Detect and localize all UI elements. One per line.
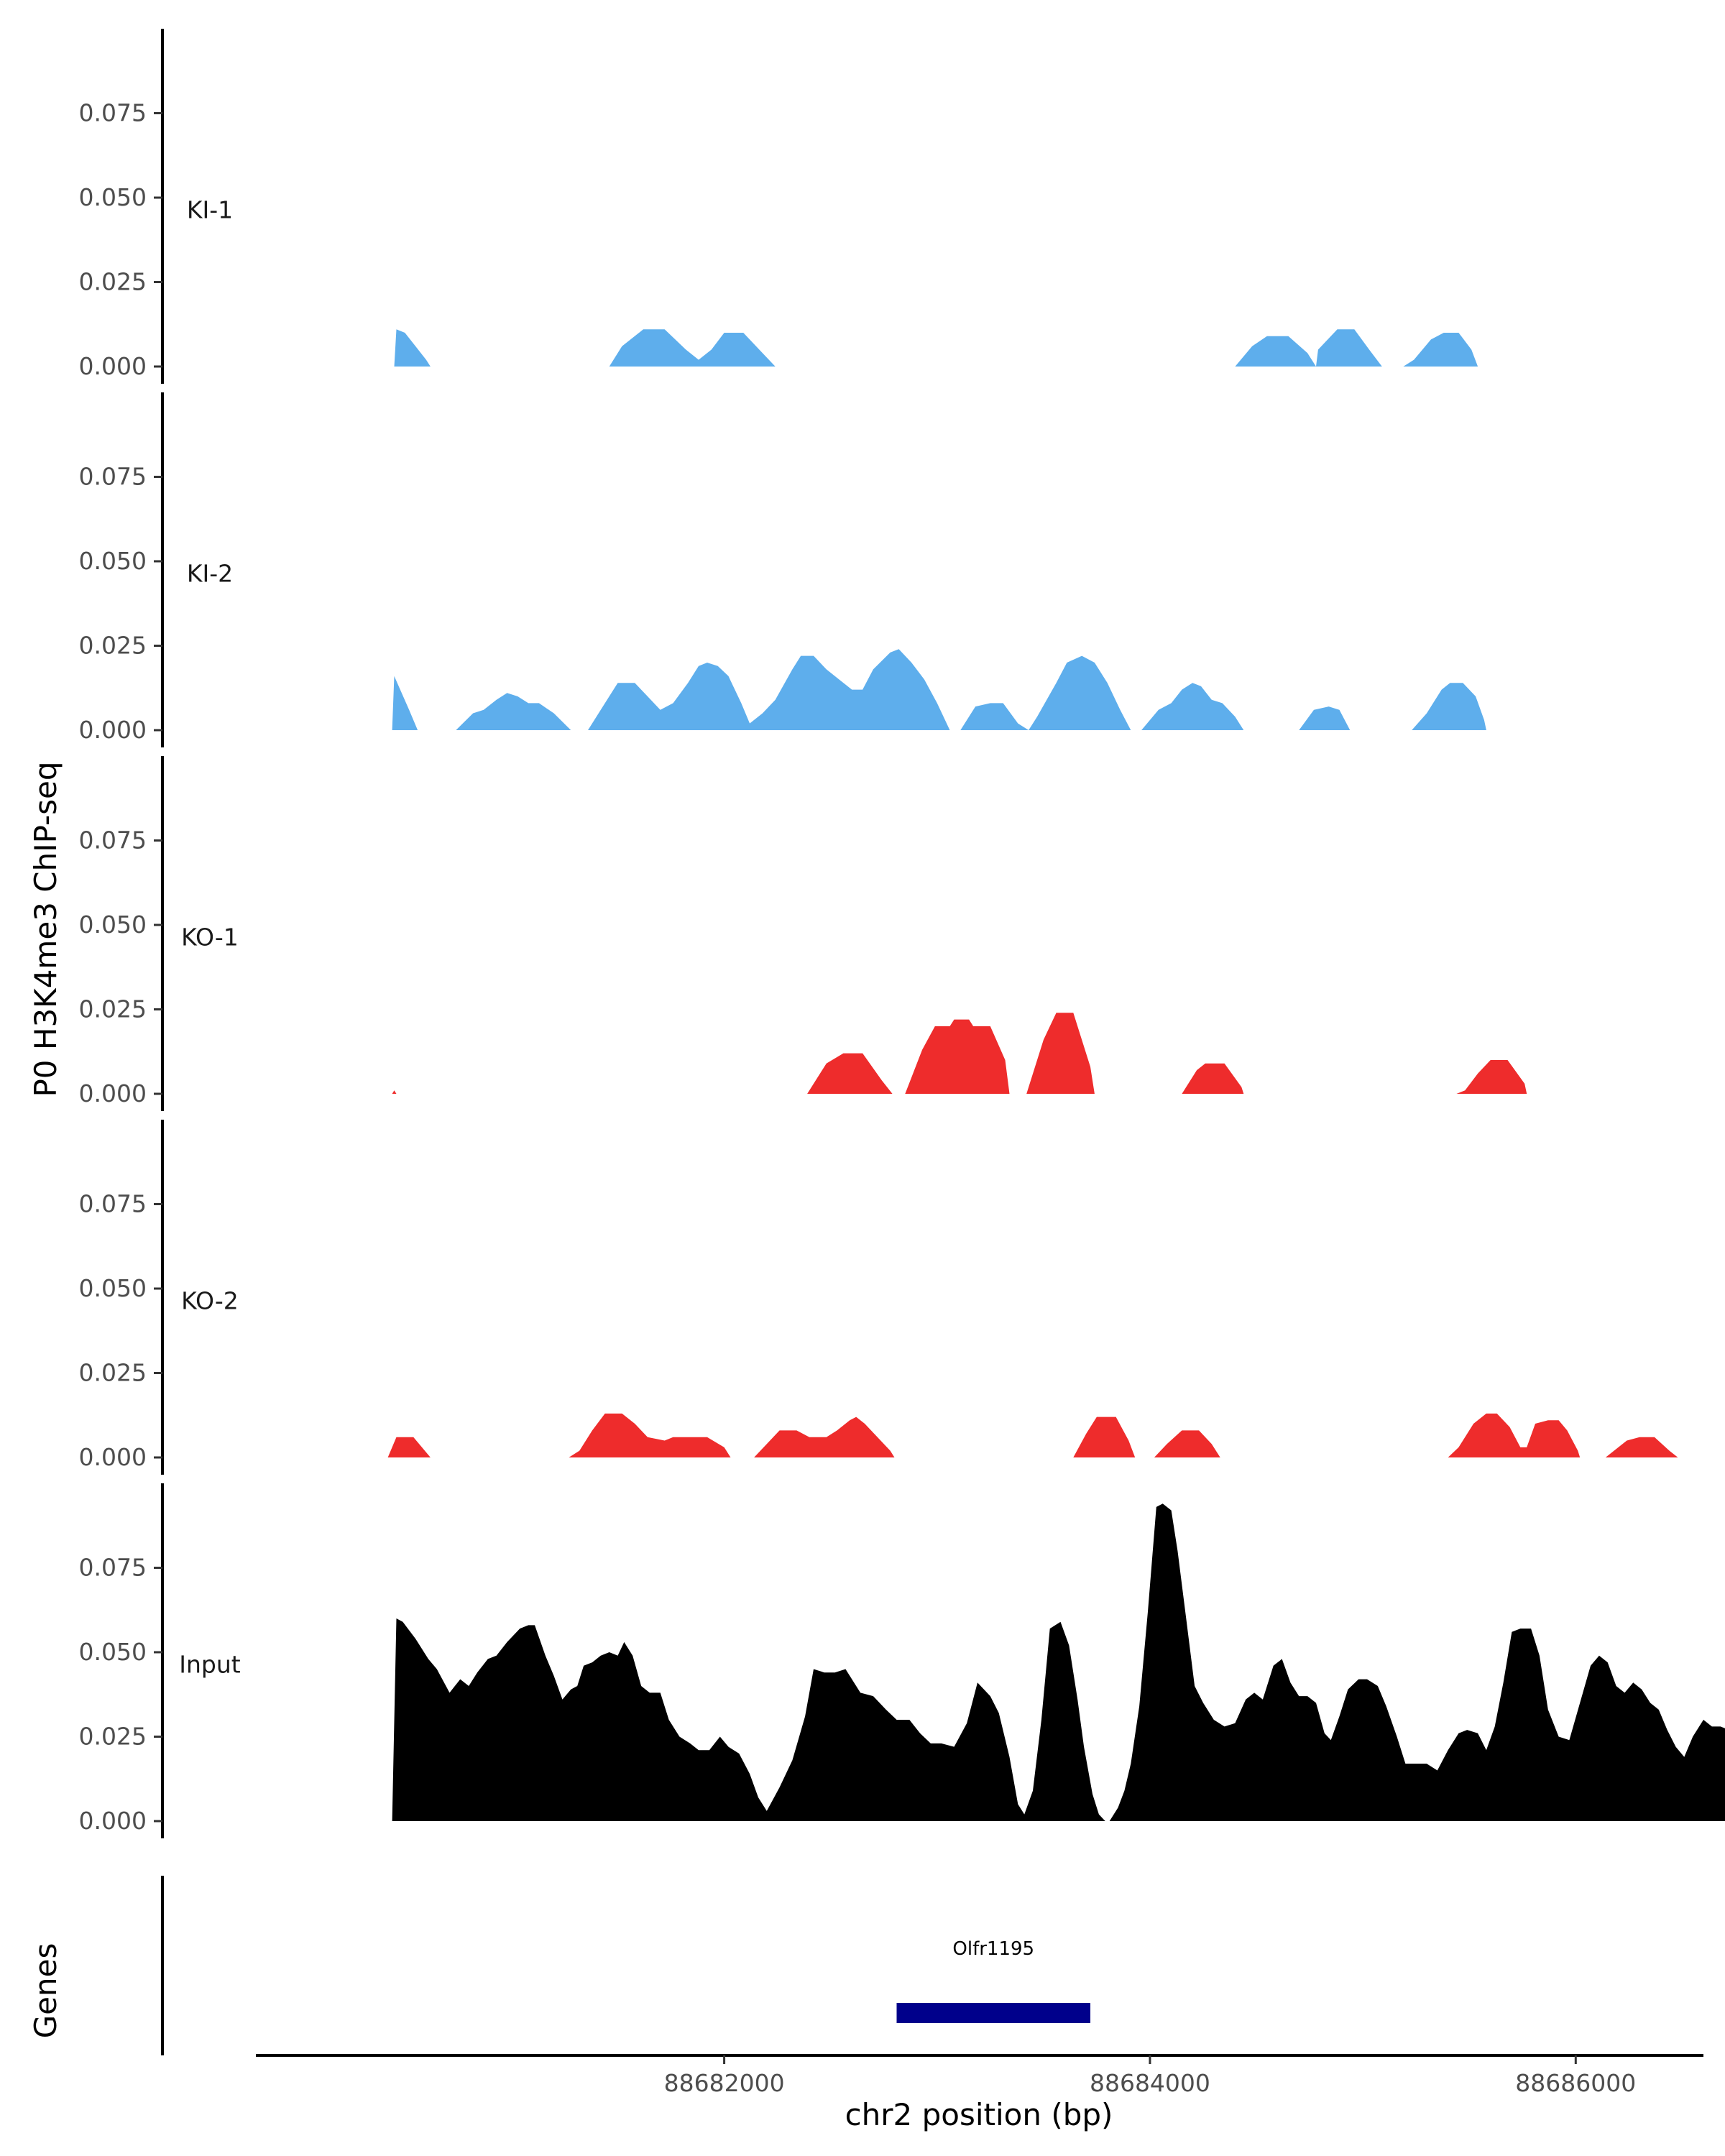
genes-layer: Olfr1195	[161, 1876, 1091, 2055]
y-tick-label: 0.050	[79, 1274, 147, 1302]
y-tick-label: 0.025	[79, 1723, 147, 1751]
track-label: KO-2	[181, 1286, 239, 1314]
y-tick-label: 0.050	[79, 1638, 147, 1666]
y-tick-label: 0.000	[79, 1443, 147, 1471]
y-tick-label: 0.000	[79, 1079, 147, 1107]
y-tick-label: 0.075	[79, 826, 147, 854]
y-tick-label: 0.025	[79, 268, 147, 296]
signal-area	[392, 1013, 1527, 1094]
track-ki-2: 0.000 0.025 0.050 0.075 KI-2	[79, 392, 1486, 747]
track-ki-1: 0.000 0.025 0.050 0.075 KI-1	[79, 29, 1478, 384]
track-input: 0.000 0.025 0.050 0.075 Input	[79, 1483, 1725, 1838]
track-label: KO-1	[181, 923, 239, 951]
track-label: Input	[179, 1650, 241, 1678]
track-ko-2: 0.000 0.025 0.050 0.075 KO-2	[79, 1120, 1678, 1475]
x-axis: 88682000 88684000 88686000	[256, 2054, 1703, 2097]
track-label: KI-1	[187, 195, 233, 224]
signal-area	[392, 1503, 1725, 1821]
signal-area	[387, 1413, 1678, 1457]
x-tick-label: 88682000	[664, 2069, 785, 2097]
y-tick-label: 0.075	[79, 1190, 147, 1218]
signal-area	[394, 329, 1478, 367]
gene-body	[896, 2003, 1091, 2023]
y-tick-label: 0.075	[79, 1554, 147, 1582]
y-tick-label: 0.000	[79, 716, 147, 744]
y-tick-label: 0.075	[79, 463, 147, 491]
signal-area	[392, 649, 1486, 730]
y-tick-label: 0.025	[79, 632, 147, 660]
x-tick-label: 88684000	[1090, 2069, 1210, 2097]
tracks-layer: 0.0000.0250.0500.075KI-10.0000.0250.0500…	[79, 29, 1725, 1838]
genes-axis-title: Genes	[28, 1943, 63, 2039]
y-tick-label: 0.000	[79, 352, 147, 380]
y-tick-label: 0.075	[79, 99, 147, 127]
y-axis-title: P0 H3K4me3 ChIP-seq	[28, 761, 63, 1097]
track-ko-1: 0.000 0.025 0.050 0.075 KO-1	[79, 756, 1527, 1111]
gene-label: Olfr1195	[952, 1938, 1034, 1960]
y-tick-label: 0.025	[79, 995, 147, 1023]
y-tick-label: 0.050	[79, 547, 147, 575]
y-tick-label: 0.000	[79, 1807, 147, 1835]
x-axis-title: chr2 position (bp)	[845, 2097, 1113, 2132]
y-tick-label: 0.050	[79, 183, 147, 211]
y-tick-label: 0.025	[79, 1359, 147, 1387]
track-label: KI-2	[187, 559, 233, 587]
x-tick-label: 88686000	[1515, 2069, 1636, 2097]
y-tick-label: 0.050	[79, 911, 147, 939]
